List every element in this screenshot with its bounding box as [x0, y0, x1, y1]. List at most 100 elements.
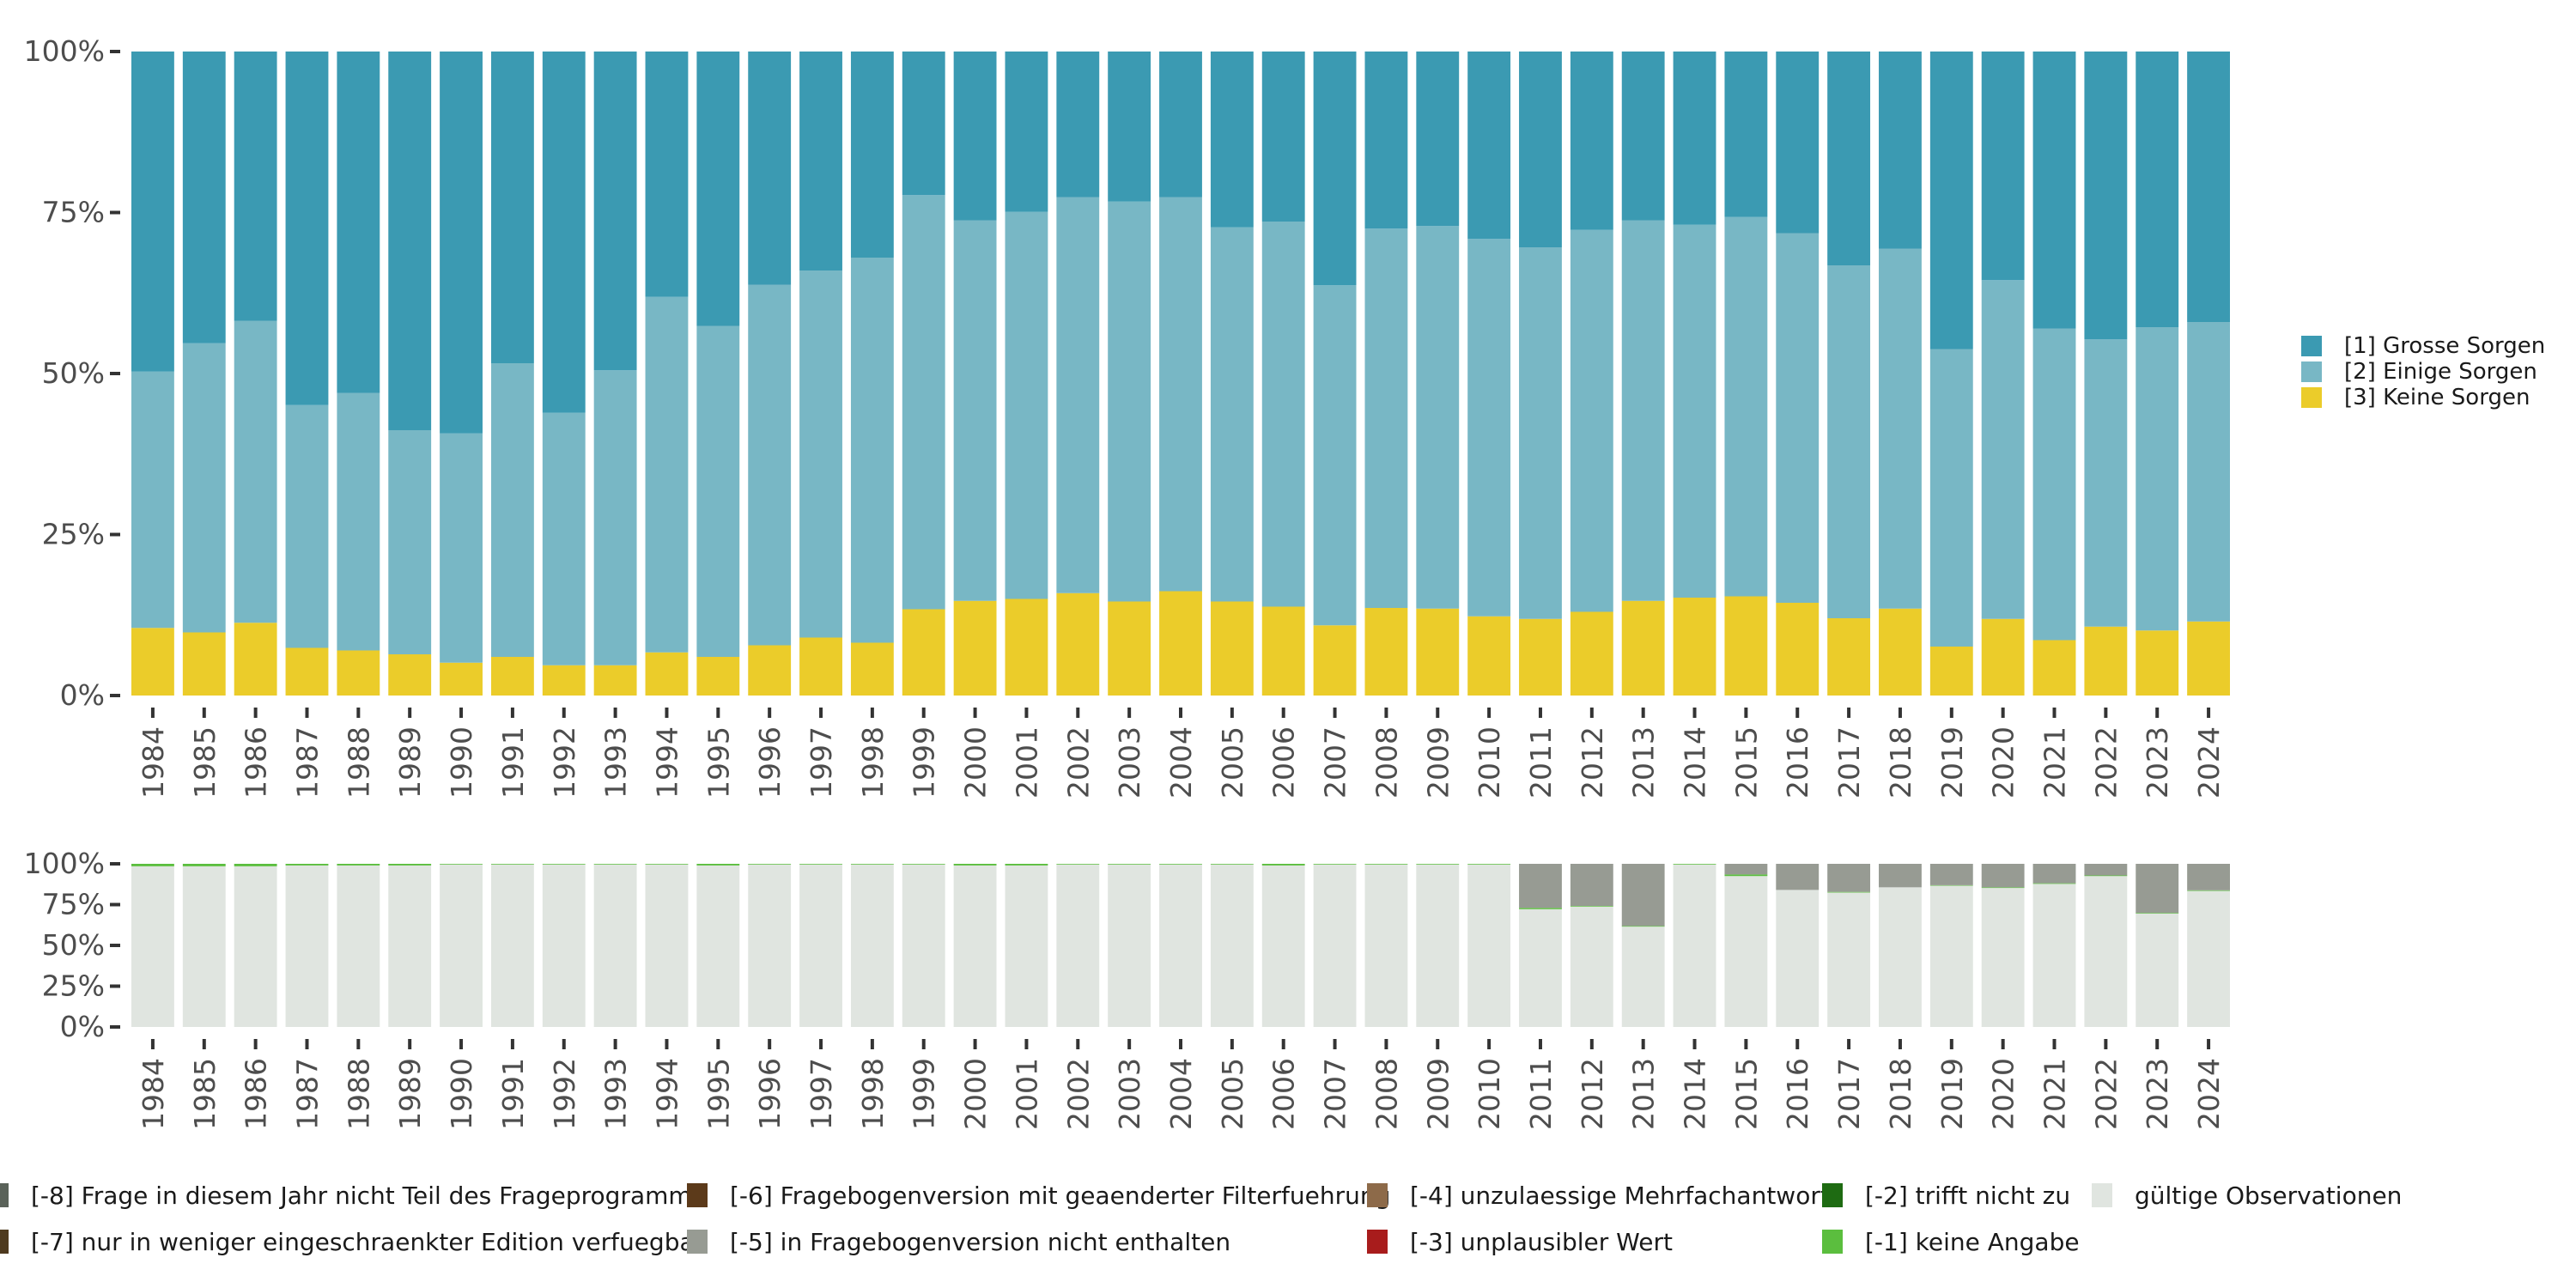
x-tick-label: 1990	[445, 1058, 478, 1130]
bar-segment	[1159, 864, 1202, 1027]
y-tick-label: 100%	[24, 847, 105, 880]
legend-label: [1] Grosse Sorgen	[2344, 333, 2546, 359]
bar-segment	[645, 864, 689, 865]
bar-segment	[2187, 864, 2230, 890]
legend-swatch	[1822, 1230, 1843, 1254]
x-tick-label: 2019	[1935, 726, 1969, 799]
bar-segment	[1981, 280, 2025, 619]
legend-label: [-2] trifft nicht zu	[1865, 1181, 2071, 1210]
x-tick-label: 1985	[188, 1058, 222, 1130]
bar-segment	[593, 665, 637, 696]
x-tick-label: 1993	[599, 1058, 633, 1130]
legend-label: [-1] keine Angabe	[1865, 1227, 2080, 1256]
bar-segment	[1519, 247, 1562, 619]
bar-segment	[285, 865, 329, 1027]
bar-segment	[593, 370, 637, 665]
x-tick-label: 2007	[1319, 1058, 1352, 1130]
bar-segment	[1621, 864, 1665, 927]
x-tick-label: 2009	[1421, 726, 1455, 799]
bar-segment	[593, 864, 637, 1027]
bar-segment	[1108, 52, 1151, 202]
y-tick-label: 25%	[42, 969, 105, 1003]
bar-segment	[2084, 876, 2128, 1027]
bar-segment	[440, 52, 483, 434]
bar-segment	[337, 52, 380, 393]
bar-segment	[337, 392, 380, 651]
bar-segment	[2032, 884, 2076, 1027]
bar-segment	[748, 52, 792, 285]
bar-segment	[2136, 864, 2179, 914]
x-tick-label: 2012	[1576, 726, 1609, 799]
bar-segment	[953, 864, 997, 866]
x-tick-label: 2012	[1576, 1058, 1609, 1130]
bar-segment	[902, 195, 945, 610]
bar-segment	[440, 864, 483, 865]
bar-segment	[1673, 598, 1716, 696]
bar-segment	[1724, 596, 1768, 696]
bar-segment	[388, 865, 432, 1027]
x-tick-label: 2023	[2141, 1058, 2174, 1130]
bar-segment	[953, 52, 997, 221]
bar-segment	[1467, 864, 1511, 1027]
x-tick-label: 1992	[548, 1058, 581, 1130]
x-tick-label: 2002	[1061, 726, 1095, 799]
bar-segment	[1981, 618, 2025, 696]
x-tick-label: 2007	[1319, 726, 1352, 799]
bar-segment	[542, 665, 586, 696]
bar-segment	[1005, 52, 1048, 212]
x-tick-label: 2008	[1370, 726, 1403, 799]
bar-segment	[1261, 222, 1305, 607]
bar-segment	[490, 363, 534, 657]
bar-segment	[1776, 603, 1820, 696]
x-tick-label: 1996	[753, 1058, 787, 1130]
bar-segment	[2084, 864, 2128, 876]
bar-segment	[1570, 906, 1613, 1027]
bar-segment	[850, 52, 894, 258]
bar-segment	[1364, 608, 1408, 696]
bar-segment	[1005, 864, 1048, 866]
bar-segment	[1673, 864, 1716, 865]
bar-segment	[799, 52, 842, 270]
legend-item-keine-sorgen: [3] Keine Sorgen	[2301, 385, 2545, 410]
x-tick-label: 2009	[1421, 1058, 1455, 1130]
bar-segment	[337, 865, 380, 1027]
bar-segment	[1416, 864, 1460, 1027]
x-tick-label: 1998	[856, 726, 890, 799]
x-tick-label: 2022	[2089, 1058, 2123, 1130]
x-tick-label: 1999	[908, 726, 941, 799]
legend-item-minus4: [-4] unzulaessige Mehrfachantwort	[1367, 1178, 1830, 1212]
bar-segment	[1467, 52, 1511, 240]
x-tick-label: 2018	[1884, 726, 1917, 799]
x-tick-label: 1988	[342, 726, 375, 799]
legend-item-minus6: [-6] Fragebogenversion mit geaenderter F…	[687, 1178, 1390, 1212]
y-tick-label: 0%	[60, 1010, 105, 1043]
bar-segment	[542, 412, 586, 665]
x-tick-label: 1987	[290, 726, 324, 799]
bar-segment	[953, 220, 997, 601]
bar-segment	[182, 866, 226, 1027]
bar-segment	[1108, 864, 1151, 1027]
bar-segment	[1879, 248, 1922, 609]
bar-segment	[645, 296, 689, 653]
x-tick-label: 2010	[1473, 1058, 1506, 1130]
bar-segment	[1621, 52, 1665, 221]
legend-swatch	[2301, 336, 2322, 356]
bar-segment	[2084, 52, 2128, 340]
bar-segment	[234, 866, 277, 1027]
bar-segment	[1621, 220, 1665, 601]
bar-segment	[234, 320, 277, 623]
bar-segment	[388, 864, 432, 866]
bar-segment	[131, 628, 174, 696]
bar-segment	[1929, 647, 1973, 696]
bar-segment	[1005, 865, 1048, 1027]
bar-segment	[902, 864, 945, 1027]
bar-segment	[1056, 864, 1100, 865]
bar-segment	[1519, 864, 1562, 908]
legend-swatch	[2301, 361, 2322, 382]
bar-segment	[1519, 52, 1562, 247]
x-tick-label: 2000	[959, 726, 993, 799]
bar-segment	[953, 865, 997, 1027]
bar-segment	[1159, 864, 1202, 865]
x-tick-label: 2004	[1164, 1058, 1198, 1130]
bar-segment	[2084, 875, 2128, 877]
